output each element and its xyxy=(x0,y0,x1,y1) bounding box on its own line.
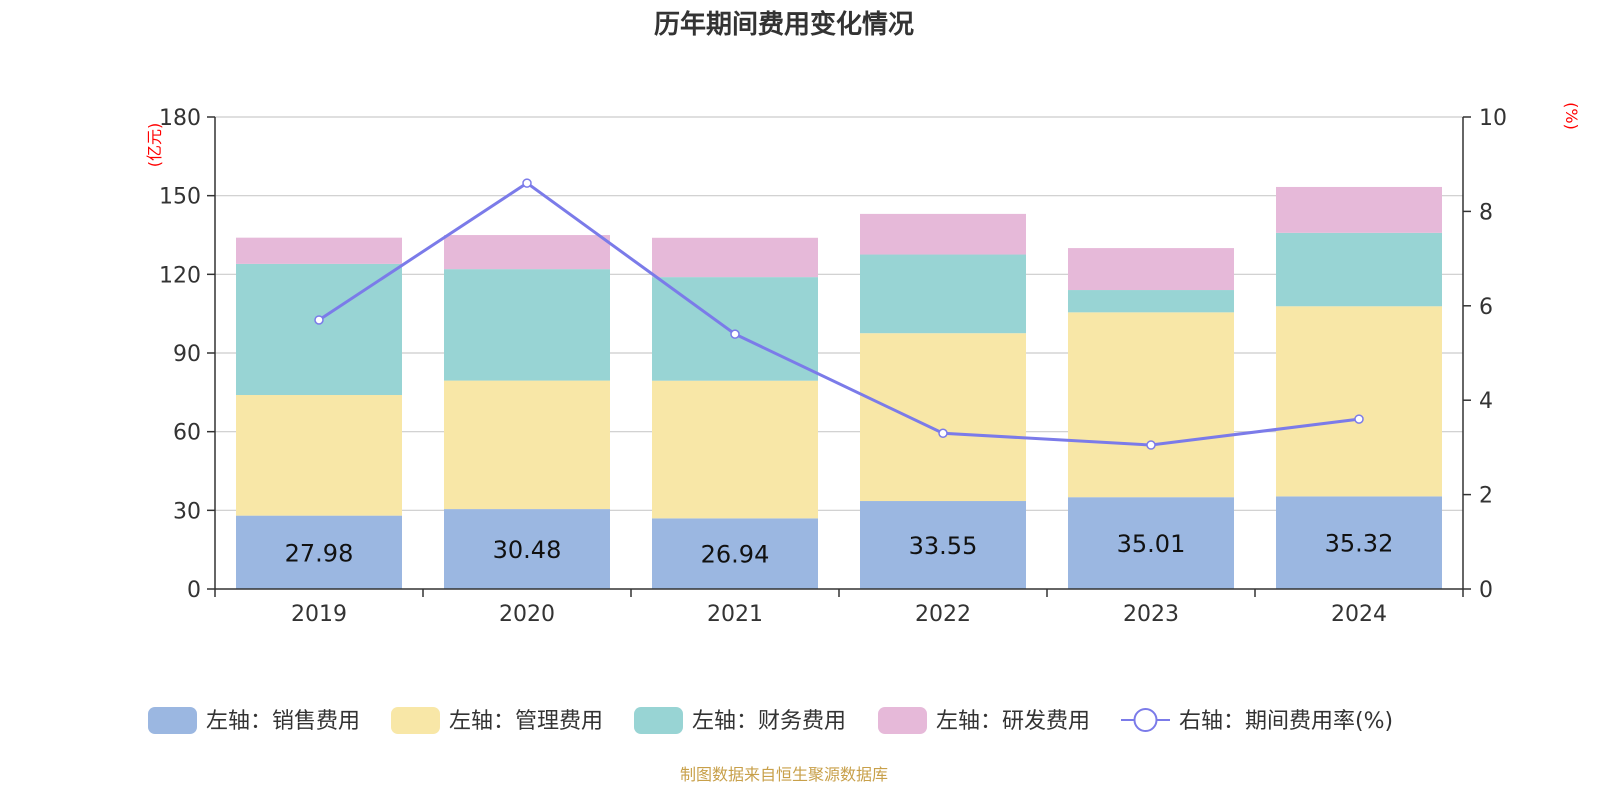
source-note: 制图数据来自恒生聚源数据库 xyxy=(680,765,888,784)
rate-point xyxy=(1354,414,1364,424)
bar-data-label: 35.01 xyxy=(1117,530,1186,558)
legend-marker xyxy=(1133,708,1158,732)
legend-label: 左轴：研发费用 xyxy=(936,709,1090,734)
left-axis-unit: (亿元) xyxy=(145,123,164,168)
x-axis-tick-label: 2022 xyxy=(915,602,971,627)
legend-swatch xyxy=(878,707,927,734)
bar-segment xyxy=(1068,312,1234,498)
legend-label: 左轴：管理费用 xyxy=(449,709,603,734)
rate-point xyxy=(314,315,324,325)
bar-segment xyxy=(444,269,610,381)
chart-title: 历年期间费用变化情况 xyxy=(654,9,914,40)
x-axis-tick-label: 2020 xyxy=(499,602,555,627)
legend: 左轴：销售费用 左轴：管理费用 左轴：财务费用 左轴：研发费用 右轴：期间费用率(%) xyxy=(148,707,1393,734)
bar-segment xyxy=(236,263,402,396)
x-axis-tick-label: 2021 xyxy=(707,602,763,627)
left-axis-tick-label: 180 xyxy=(159,106,201,131)
bar-segment xyxy=(1276,232,1442,307)
right-axis-tick-label: 4 xyxy=(1479,389,1493,414)
bar-segment xyxy=(1068,497,1234,589)
rate-line xyxy=(318,181,1360,447)
rate-point xyxy=(730,329,740,339)
bar-segment xyxy=(236,237,402,264)
right-axis-tick-label: 8 xyxy=(1479,200,1493,225)
right-axis-tick-label: 0 xyxy=(1479,578,1493,603)
bar-data-label: 26.94 xyxy=(701,541,770,569)
bars-layer xyxy=(236,186,1442,589)
left-axis-tick-label: 0 xyxy=(187,578,201,603)
bar-segment xyxy=(652,237,818,278)
bar-segment xyxy=(1068,248,1234,291)
left-axis-tick-label: 30 xyxy=(173,499,201,524)
bar-segment xyxy=(860,501,1026,589)
bar-segment xyxy=(1276,306,1442,497)
bar-data-label: 30.48 xyxy=(493,536,562,564)
bar-segment xyxy=(1276,496,1442,589)
rate-point xyxy=(522,178,532,188)
bar-segment xyxy=(236,395,402,516)
left-axis-tick-label: 150 xyxy=(159,185,201,210)
bar-segment xyxy=(652,518,818,589)
bar-segment xyxy=(860,254,1026,334)
labels-layer: 27.98 30.48 26.94 33.55 35.01 35.32 xyxy=(285,530,1394,569)
left-axis-tick-label: 120 xyxy=(159,263,201,288)
legend-label: 左轴：销售费用 xyxy=(206,709,360,734)
bar-segment xyxy=(444,380,610,510)
legend-swatch xyxy=(634,707,683,734)
bar-segment xyxy=(1068,290,1234,313)
bar-segment xyxy=(1276,186,1442,233)
left-axis-tick-label: 60 xyxy=(173,421,201,446)
bar-segment xyxy=(444,509,610,589)
x-axis-tick-label: 2024 xyxy=(1331,602,1387,627)
bar-segment xyxy=(652,380,818,519)
right-axis-tick-label: 10 xyxy=(1479,106,1507,131)
bar-segment xyxy=(236,515,402,589)
line-layer xyxy=(314,178,1364,450)
rate-point xyxy=(938,428,948,438)
left-axis-tick-label: 90 xyxy=(173,342,201,367)
bar-segment xyxy=(860,333,1026,502)
grid-layer xyxy=(215,116,1463,511)
right-axis-unit: (%) xyxy=(1562,102,1581,130)
bar-segment xyxy=(444,235,610,270)
legend-swatch xyxy=(391,707,440,734)
x-axis-tick-label: 2019 xyxy=(291,602,347,627)
rate-point xyxy=(1146,440,1156,450)
legend-swatch xyxy=(148,707,197,734)
legend-label: 右轴：期间费用率(%) xyxy=(1179,709,1393,734)
bar-data-label: 33.55 xyxy=(909,532,978,560)
x-axis-tick-label: 2023 xyxy=(1123,602,1179,627)
bar-data-label: 35.32 xyxy=(1325,530,1394,558)
legend-label: 左轴：财务费用 xyxy=(692,709,846,734)
axes-layer: 0 30 60 90 120 150 180 0 2 4 6 8 10 2019 2020 2021 2022 2… xyxy=(159,106,1507,627)
bar-segment xyxy=(860,213,1026,255)
bar-data-label: 27.98 xyxy=(285,539,354,567)
right-axis-tick-label: 2 xyxy=(1479,484,1493,509)
right-axis-tick-label: 6 xyxy=(1479,295,1493,320)
